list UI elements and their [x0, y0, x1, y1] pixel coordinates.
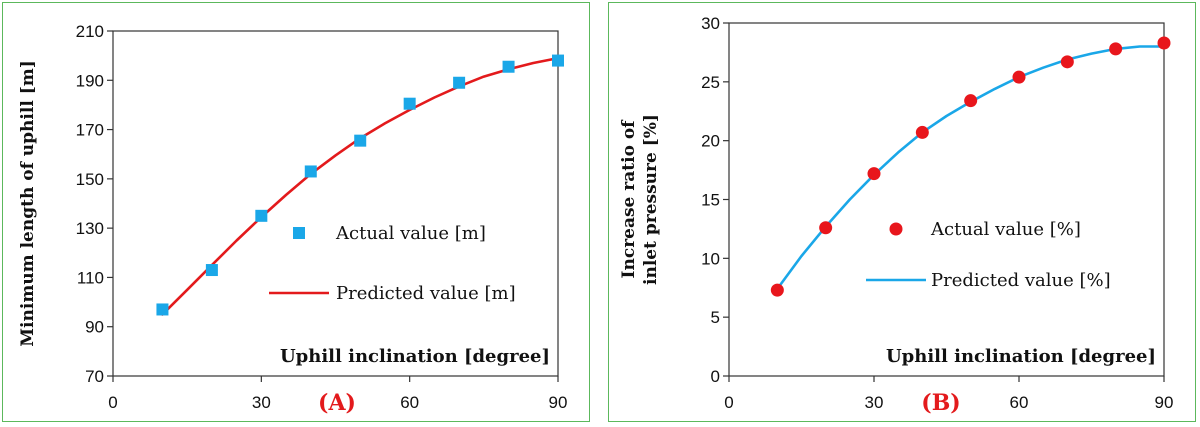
data-point-square — [453, 76, 466, 89]
data-point-circle — [770, 283, 784, 297]
y-axis-label-line: Increase ratio of — [619, 119, 639, 279]
chart-panel-a: 70 90 110 130 150 170 190 210 0 30 60 90 Actual valu… — [2, 2, 590, 422]
plot-frame — [112, 30, 559, 377]
x-tick-label: 60 — [400, 393, 419, 412]
x-tick-label: 90 — [1155, 393, 1174, 412]
x-axis-label: Uphill inclination [degree] — [280, 346, 550, 367]
chart-panel-b: 0 5 10 15 20 25 30 0 30 60 90 Actual value [%] Predi… — [608, 2, 1196, 422]
y-tick-label: 70 — [85, 367, 104, 386]
y-tick-label: 210 — [76, 22, 104, 41]
x-tick-label: 90 — [549, 393, 568, 412]
data-point-circle — [819, 221, 833, 235]
y-axis-label-line: inlet pressure [%] — [641, 114, 661, 285]
chart-a-svg: 70 90 110 130 150 170 190 210 0 30 60 90 Actual valu… — [18, 22, 568, 416]
y-tick-label: 25 — [701, 73, 720, 92]
series-line-predicted — [161, 56, 560, 316]
chart-b-svg: 0 5 10 15 20 25 30 0 30 60 90 Actual value [%] Predi… — [619, 14, 1174, 416]
y-tick-label: 30 — [701, 14, 720, 33]
y-tick-label: 0 — [711, 367, 720, 386]
legend-label: Predicted value [m] — [336, 283, 516, 304]
data-point-circle — [867, 167, 881, 181]
data-point-circle — [1157, 36, 1171, 50]
y-tick-label: 130 — [76, 219, 104, 238]
panel-label: (A) — [318, 390, 356, 416]
x-tick-label: 30 — [865, 393, 884, 412]
y-tick-label: 10 — [701, 249, 720, 268]
legend-marker-square — [293, 227, 305, 239]
data-point-square — [552, 54, 564, 67]
data-point-circle — [1012, 70, 1026, 84]
data-point-circle — [964, 94, 978, 108]
legend-label: Actual value [%] — [930, 219, 1081, 240]
plot-frame — [728, 22, 1165, 377]
y-tick-label: 90 — [85, 318, 104, 337]
panel-label: (B) — [921, 390, 960, 416]
legend-marker-circle — [889, 222, 903, 236]
legend-label: Predicted value [%] — [931, 270, 1111, 291]
y-tick-label: 15 — [701, 191, 720, 210]
data-point-square — [403, 97, 416, 110]
data-point-square — [255, 209, 268, 222]
series-line-predicted — [776, 45, 1166, 291]
data-point-circle — [915, 125, 929, 139]
x-tick-label: 0 — [724, 393, 733, 412]
y-tick-label: 150 — [76, 170, 104, 189]
y-tick-label: 170 — [76, 121, 104, 140]
x-tick-label: 60 — [1010, 393, 1029, 412]
x-axis-label: Uphill inclination [degree] — [886, 346, 1156, 367]
data-point-circle — [1109, 42, 1123, 56]
data-point-square — [304, 165, 317, 178]
y-axis-label: Minimum length of uphill [m] — [18, 60, 38, 347]
y-tick-label: 20 — [701, 132, 720, 151]
data-point-square — [156, 303, 169, 316]
y-tick-label: 190 — [76, 71, 104, 90]
data-point-circle — [1060, 55, 1074, 69]
y-tick-label: 5 — [711, 308, 720, 327]
y-tick-label: 110 — [77, 268, 104, 287]
data-point-square — [205, 264, 218, 277]
data-point-square — [354, 134, 367, 147]
data-point-square — [502, 60, 515, 73]
legend-label: Actual value [m] — [335, 223, 486, 244]
x-tick-label: 0 — [108, 393, 117, 412]
x-tick-label: 30 — [252, 393, 271, 412]
